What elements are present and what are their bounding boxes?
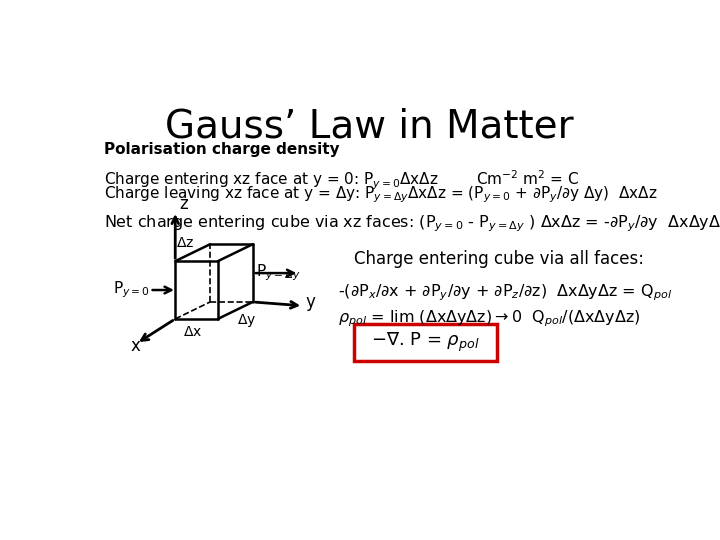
Text: Charge leaving xz face at y = $\Delta$y: P$_{y=\Delta y}$$\Delta$x$\Delta$z = (P: Charge leaving xz face at y = $\Delta$y:… (104, 184, 657, 205)
Text: Charge entering cube via all faces:: Charge entering cube via all faces: (354, 249, 644, 268)
Text: $\Delta$x: $\Delta$x (183, 325, 202, 339)
Text: y: y (305, 293, 315, 312)
Text: $-\nabla$. P = $\rho_{pol}$: $-\nabla$. P = $\rho_{pol}$ (371, 331, 480, 354)
Bar (354, 325, 497, 361)
Text: P$_{y=0}$: P$_{y=0}$ (113, 280, 150, 300)
Text: $\Delta$y: $\Delta$y (237, 312, 256, 329)
Text: Charge entering xz face at y = 0: P$_{y=0}$$\Delta$x$\Delta$z        Cm$^{-2}$ m: Charge entering xz face at y = 0: P$_{y=… (104, 168, 580, 192)
Text: $\rho_{pol}$ = lim ($\Delta$x$\Delta$y$\Delta$z)$\rightarrow$0  Q$_{pol}$/($\Del: $\rho_{pol}$ = lim ($\Delta$x$\Delta$y$\… (338, 309, 640, 329)
Text: z: z (179, 195, 188, 213)
Text: Net charge entering cube via xz faces: (P$_{y=0}$ - P$_{y=\Delta y}$ ) $\Delta$x: Net charge entering cube via xz faces: (… (104, 213, 720, 234)
Text: P$_{y=\Delta y}$: P$_{y=\Delta y}$ (256, 263, 300, 284)
Text: -($\partial$P$_x$/$\partial$x + $\partial$P$_y$/$\partial$y + $\partial$P$_z$/$\: -($\partial$P$_x$/$\partial$x + $\partia… (338, 283, 672, 303)
Text: x: x (130, 338, 140, 355)
Text: $\Delta$z: $\Delta$z (176, 235, 194, 249)
Text: Polarisation charge density: Polarisation charge density (104, 142, 340, 157)
Text: Gauss’ Law in Matter: Gauss’ Law in Matter (165, 107, 573, 145)
